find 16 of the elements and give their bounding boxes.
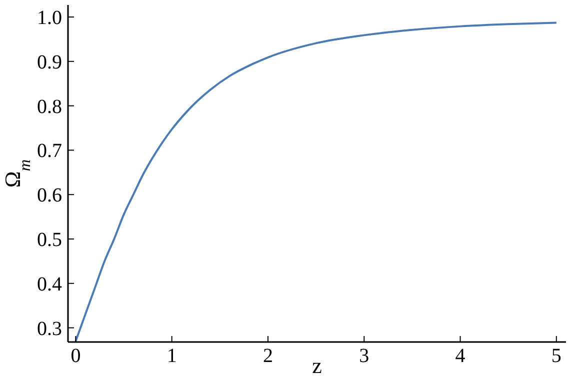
x-axis-title: z	[312, 353, 322, 377]
y-tick-label: 0.6	[37, 184, 62, 207]
y-tick-label: 0.4	[37, 273, 62, 296]
x-tick-label: 0	[70, 345, 81, 367]
line-series	[74, 22, 558, 342]
y-tick-label: 0.9	[37, 51, 62, 74]
y-tick-label: 0.5	[37, 228, 62, 251]
x-tick-label: 1	[166, 345, 177, 367]
x-tick-label: 3	[359, 345, 370, 367]
x-tick-label: 4	[455, 345, 466, 367]
y-tick-label: 0.7	[37, 140, 62, 162]
y-tick-label: 1.0	[37, 6, 62, 29]
x-tick-label: 5	[551, 345, 562, 367]
x-tick-label: 2	[262, 345, 273, 367]
y-tick-label: 0.3	[37, 318, 62, 340]
y-tick-label: 0.8	[37, 96, 62, 118]
